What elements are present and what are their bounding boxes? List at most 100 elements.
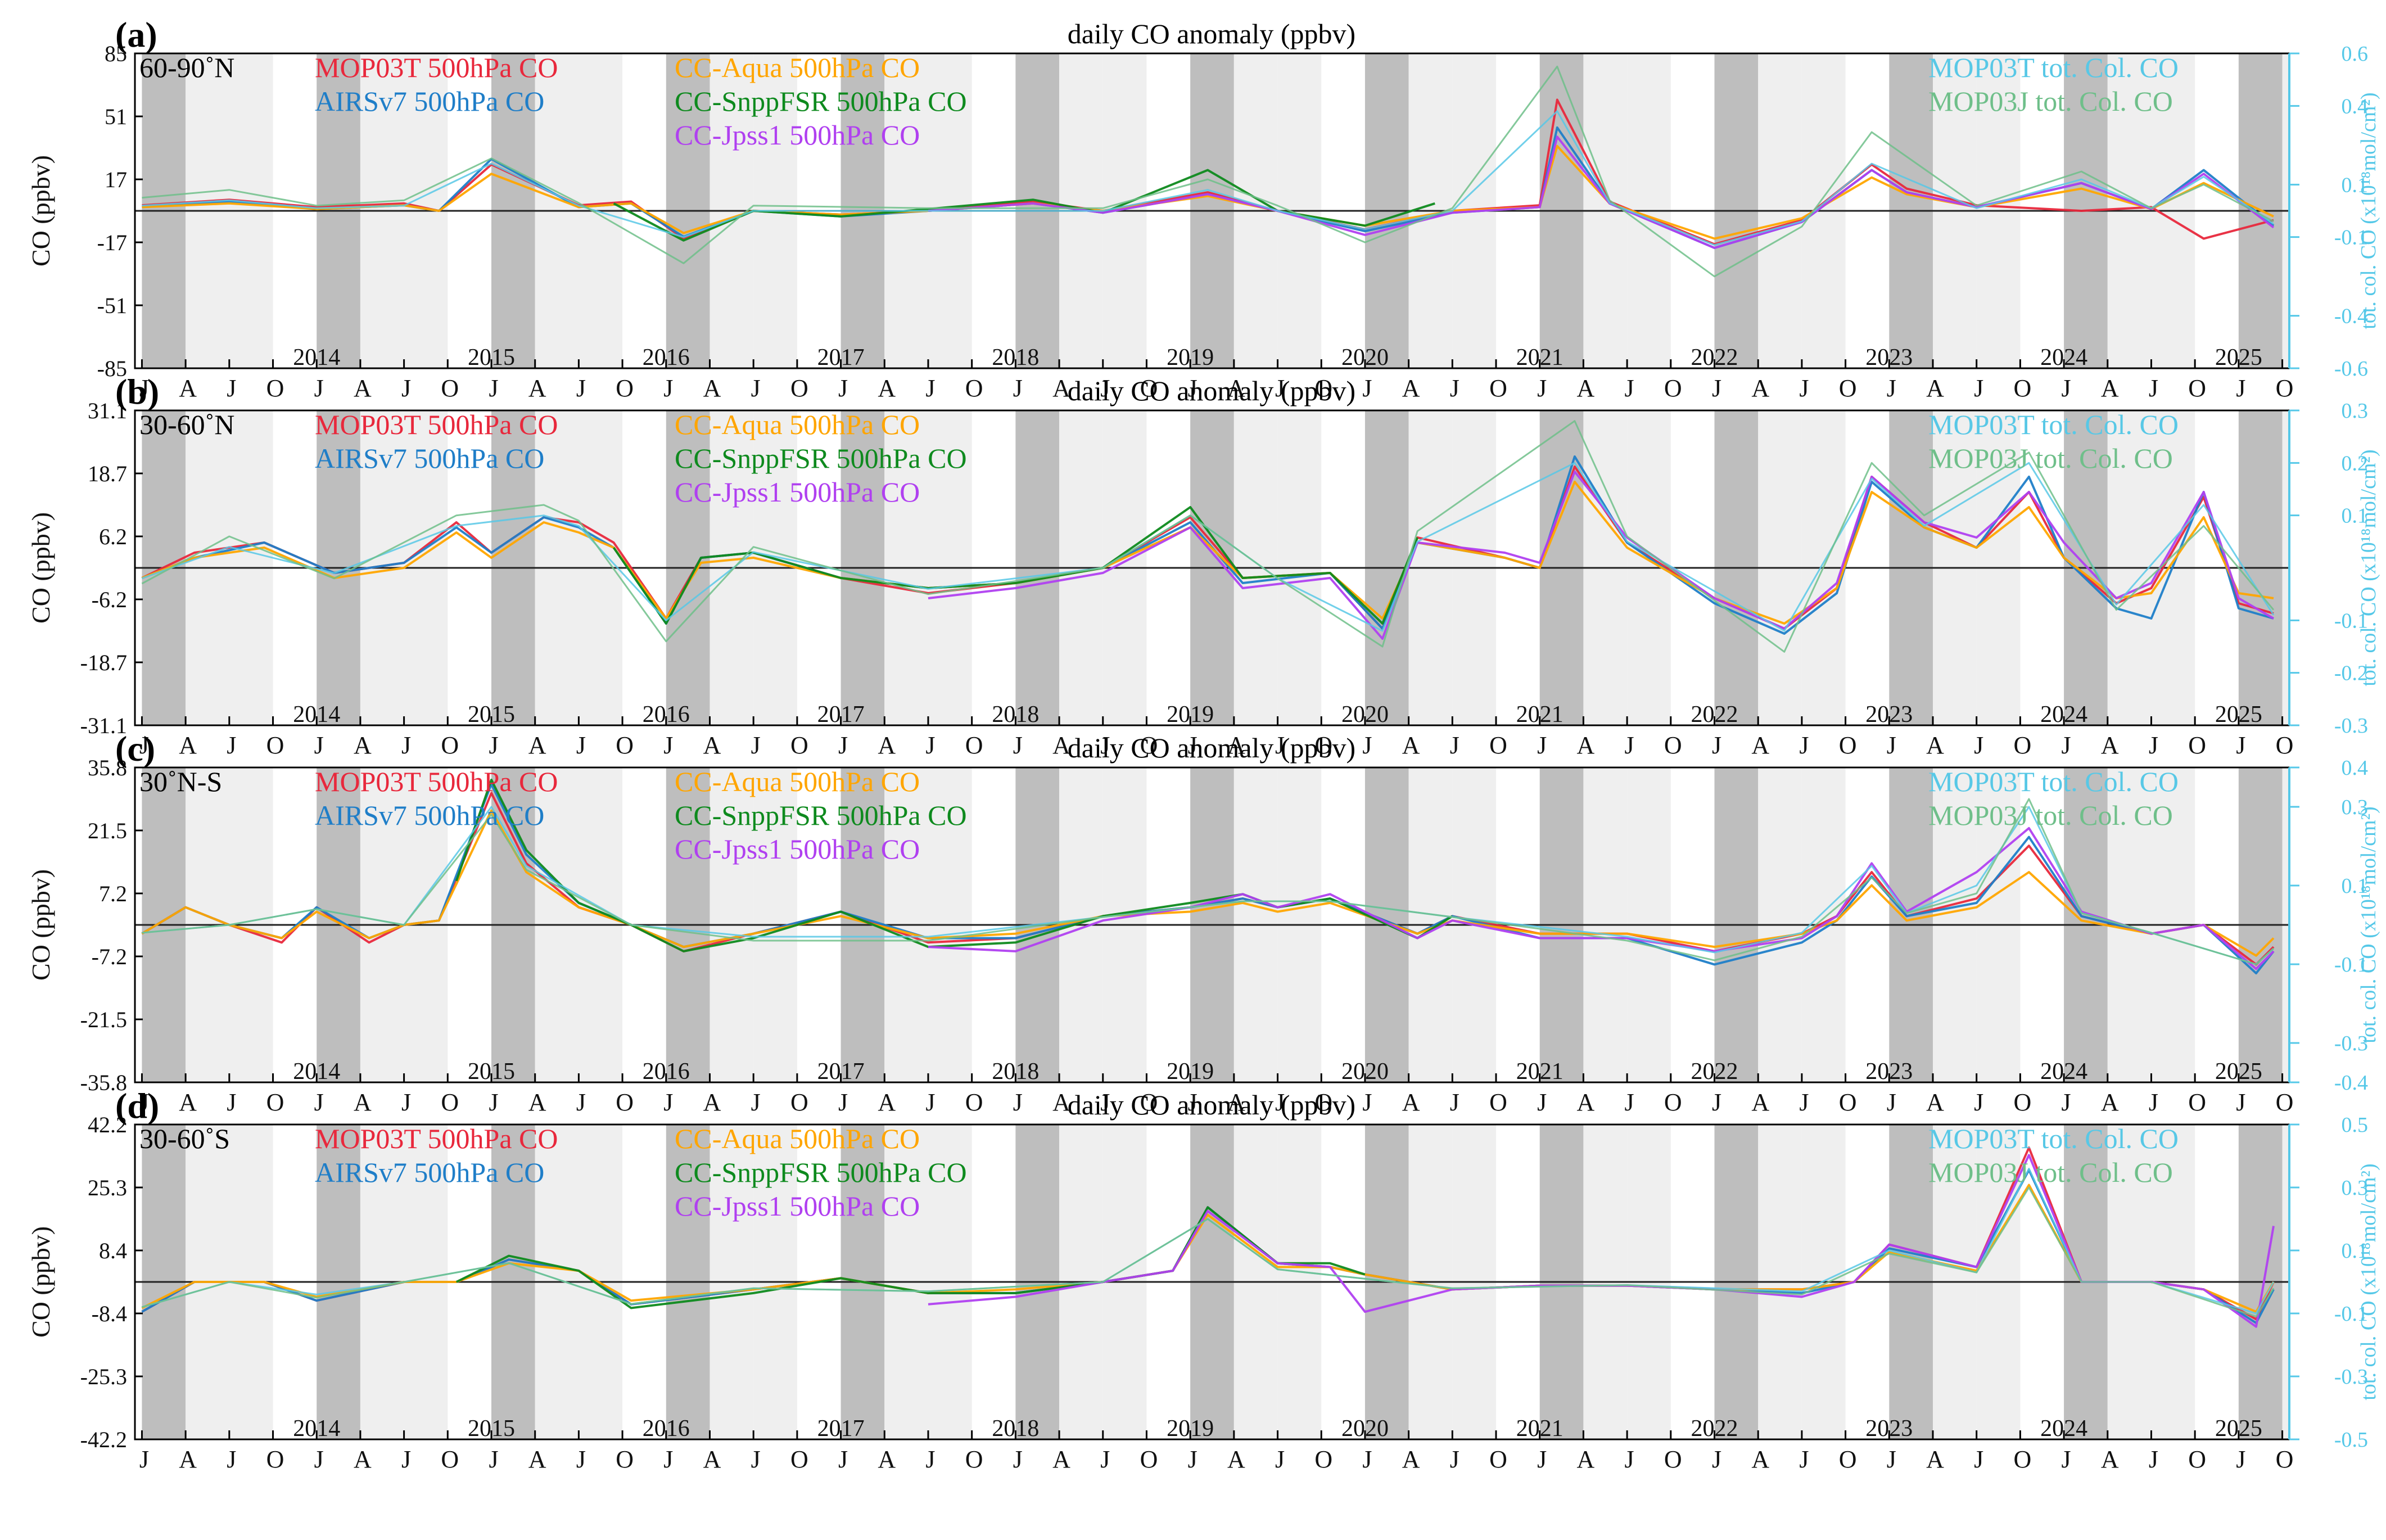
month-label: A bbox=[878, 1446, 896, 1473]
legend-entry: MOP03T tot. Col. CO bbox=[1928, 1123, 2179, 1154]
month-label: J bbox=[2149, 1089, 2158, 1116]
series-line-mop03j-tot-col-co bbox=[142, 798, 2275, 965]
month-label: O bbox=[2013, 1089, 2031, 1116]
month-label: J bbox=[139, 374, 149, 402]
month-label: J bbox=[576, 1446, 586, 1473]
y2tick-label: 0.6 bbox=[2342, 42, 2369, 66]
month-label: A bbox=[1052, 1089, 1070, 1116]
y2-axis-label: tot. col. CO (x10¹⁸mol/cm²) bbox=[2357, 449, 2380, 686]
month-label: O bbox=[1839, 1089, 1857, 1116]
ytick-label: 8.4 bbox=[99, 1238, 127, 1263]
month-label: O bbox=[616, 1446, 634, 1473]
legend-entry: CC-Aqua 500hPa CO bbox=[675, 52, 920, 83]
ytick-label: -31.1 bbox=[80, 713, 127, 738]
month-label: J bbox=[1974, 1089, 1983, 1116]
month-label: J bbox=[1799, 731, 1809, 759]
year-label: 2025 bbox=[2215, 702, 2262, 728]
legend-entry: AIRSv7 500hPa CO bbox=[315, 1157, 544, 1188]
month-label: O bbox=[2188, 1446, 2206, 1473]
legend-entry: MOP03T tot. Col. CO bbox=[1928, 409, 2179, 440]
month-label: O bbox=[266, 1089, 284, 1116]
year-label: 2016 bbox=[643, 1416, 690, 1442]
month-label: O bbox=[1664, 731, 1682, 759]
month-label: J bbox=[1188, 374, 1197, 402]
month-label: O bbox=[1314, 374, 1332, 402]
legend-entry: CC-Jpss1 500hPa CO bbox=[675, 833, 920, 865]
region-label: 60-90˚N bbox=[139, 52, 234, 83]
legend-entry: CC-Aqua 500hPa CO bbox=[675, 766, 920, 797]
month-label: J bbox=[838, 731, 848, 759]
legend-entry: AIRSv7 500hPa CO bbox=[315, 442, 544, 474]
legend-entry: AIRSv7 500hPa CO bbox=[315, 85, 544, 117]
month-label: O bbox=[2276, 1446, 2294, 1473]
month-label: J bbox=[1887, 374, 1896, 402]
y2tick-label: -0.4 bbox=[2334, 305, 2368, 328]
month-label: J bbox=[1712, 374, 1721, 402]
month-label: A bbox=[703, 731, 721, 759]
month-label: O bbox=[2188, 1089, 2206, 1116]
month-label: J bbox=[489, 1446, 498, 1473]
y-axis-label: CO (ppbv) bbox=[26, 1226, 55, 1338]
month-label: O bbox=[1140, 1089, 1158, 1116]
year-label: 2015 bbox=[468, 702, 515, 728]
month-label: J bbox=[1275, 1446, 1285, 1473]
month-label: J bbox=[1013, 1446, 1023, 1473]
month-label: J bbox=[401, 374, 411, 402]
month-label: A bbox=[1402, 731, 1420, 759]
month-label: O bbox=[2188, 374, 2206, 402]
series-line-mop03j-tot-col-co bbox=[142, 65, 2274, 278]
legend-entry: MOP03J tot. Col. CO bbox=[1928, 1157, 2173, 1188]
month-label: J bbox=[1275, 374, 1285, 402]
plot-title: daily CO anomaly (ppbv) bbox=[1068, 375, 1355, 407]
month-label: J bbox=[751, 1446, 761, 1473]
month-label: J bbox=[2149, 374, 2158, 402]
legend-entry: MOP03J tot. Col. CO bbox=[1928, 442, 2173, 474]
panel-label: (c) bbox=[115, 729, 155, 769]
month-label: A bbox=[179, 731, 197, 759]
y2tick-label: 0.4 bbox=[2342, 756, 2369, 780]
month-label: J bbox=[2062, 374, 2071, 402]
month-label: J bbox=[1450, 731, 1459, 759]
month-label: J bbox=[1100, 1089, 1110, 1116]
month-label: O bbox=[790, 1446, 808, 1473]
year-label: 2023 bbox=[1865, 1416, 1913, 1442]
month-label: J bbox=[1625, 1089, 1634, 1116]
legend-entry: CC-Jpss1 500hPa CO bbox=[675, 476, 920, 508]
year-label: 2024 bbox=[2040, 345, 2087, 371]
year-label: 2015 bbox=[468, 345, 515, 371]
month-label: A bbox=[179, 1089, 197, 1116]
month-label: O bbox=[1664, 1446, 1682, 1473]
month-label: A bbox=[1751, 374, 1769, 402]
year-label: 2019 bbox=[1167, 702, 1214, 728]
plot-title: daily CO anomaly (ppbv) bbox=[1068, 18, 1355, 49]
series-line-mop03j-tot-col-co bbox=[141, 420, 2275, 653]
month-label: J bbox=[314, 731, 324, 759]
region-label: 30˚N-S bbox=[139, 766, 222, 797]
ytick-label: -42.2 bbox=[80, 1427, 127, 1452]
month-label: O bbox=[1314, 1446, 1332, 1473]
month-label: J bbox=[1974, 374, 1983, 402]
month-label: A bbox=[179, 374, 197, 402]
month-label: J bbox=[139, 1089, 149, 1116]
legend-entry: CC-SnppFSR 500hPa CO bbox=[675, 85, 967, 117]
year-label: 2020 bbox=[1341, 702, 1389, 728]
month-label: A bbox=[528, 374, 546, 402]
month-label: O bbox=[2013, 1446, 2031, 1473]
year-label: 2022 bbox=[1691, 345, 1738, 371]
month-label: O bbox=[441, 374, 459, 402]
panel-c: 35.8 21.5 7.2 -7.2 -21.5 -35.8 0.4 0.3 0.1 -0.1 -0… bbox=[26, 729, 2380, 1116]
month-label: J bbox=[576, 731, 586, 759]
y-axis-label: CO (ppbv) bbox=[26, 869, 55, 981]
month-label: A bbox=[1751, 1089, 1769, 1116]
month-label: O bbox=[266, 731, 284, 759]
month-label: J bbox=[576, 374, 586, 402]
year-label: 2025 bbox=[2215, 345, 2262, 371]
legend-entry: AIRSv7 500hPa CO bbox=[315, 800, 544, 831]
month-label: J bbox=[1362, 374, 1372, 402]
y2tick-label: -0.3 bbox=[2334, 1032, 2368, 1055]
month-label: O bbox=[965, 1089, 983, 1116]
year-label: 2021 bbox=[1516, 345, 1563, 371]
month-label: O bbox=[965, 374, 983, 402]
y2tick-label: -0.1 bbox=[2334, 226, 2368, 250]
